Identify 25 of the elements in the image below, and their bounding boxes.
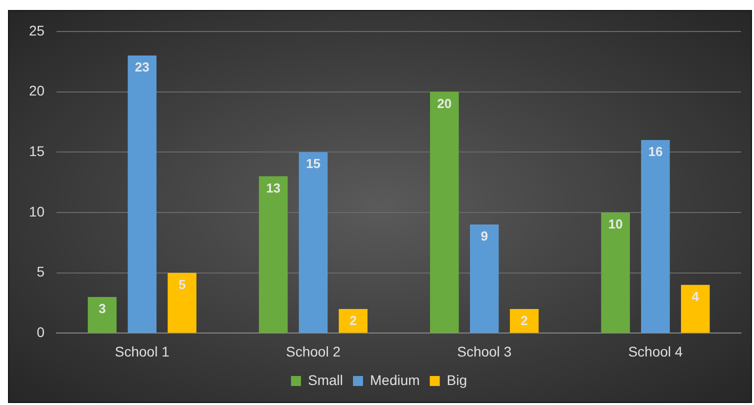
x-tick-label: School 4 [628, 343, 683, 360]
y-tick-label: 20 [28, 82, 45, 99]
data-label: 2 [350, 313, 357, 328]
y-tick-label: 5 [36, 264, 45, 280]
x-tick-label: School 2 [286, 343, 341, 360]
legend-label: Big [446, 372, 468, 388]
data-label: 23 [134, 60, 150, 75]
y-tick-label: 15 [28, 142, 45, 159]
legend-label: Small [308, 372, 343, 388]
data-label: 10 [608, 216, 623, 232]
x-tick-label: School 3 [457, 343, 512, 360]
x-tick-label: School 1 [114, 343, 170, 360]
data-label: 13 [266, 180, 281, 196]
data-label: 4 [692, 288, 700, 304]
data-label: 16 [648, 144, 663, 160]
data-label: 9 [480, 228, 488, 244]
data-label: 15 [306, 156, 320, 172]
data-label: 3 [98, 301, 106, 316]
data-label: 2 [520, 313, 528, 328]
legend-label: Medium [370, 372, 420, 388]
data-label: 20 [437, 96, 452, 111]
y-tick-label: 25 [28, 22, 45, 38]
y-tick-label: 10 [28, 203, 45, 220]
y-tick-label: 0 [36, 324, 45, 340]
data-label: 5 [178, 276, 186, 292]
